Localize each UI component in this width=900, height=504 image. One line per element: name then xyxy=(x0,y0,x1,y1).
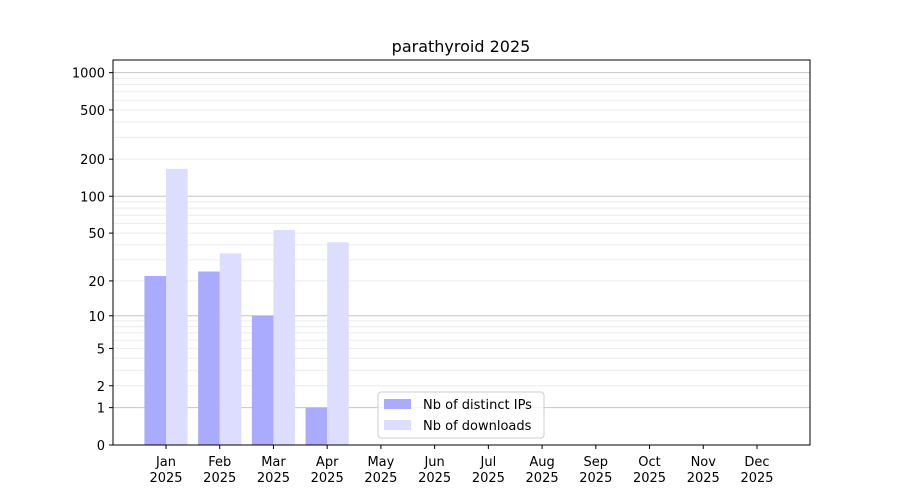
y-tick-label: 50 xyxy=(88,227,105,242)
y-tick-label: 1 xyxy=(97,402,105,417)
chart-title: parathyroid 2025 xyxy=(392,37,531,56)
bar-distinct-ips xyxy=(144,276,166,445)
x-tick-label: Sep 2025 xyxy=(579,455,612,486)
legend-label: Nb of downloads xyxy=(423,419,532,434)
x-tick-label: Jul 2025 xyxy=(472,455,505,486)
x-tick-label: Oct 2025 xyxy=(633,455,666,486)
legend-swatch xyxy=(384,399,411,409)
bar-downloads xyxy=(327,242,349,445)
y-tick-label: 0 xyxy=(97,439,105,454)
bar-distinct-ips xyxy=(251,315,274,445)
x-tick-label: Aug 2025 xyxy=(526,455,559,486)
y-tick-label: 2 xyxy=(97,380,105,395)
x-tick-label: Mar 2025 xyxy=(257,455,290,486)
bar-downloads xyxy=(273,230,296,445)
y-tick-label: 1000 xyxy=(72,67,105,82)
legend-label: Nb of distinct IPs xyxy=(423,398,532,413)
y-tick-label: 200 xyxy=(80,153,105,168)
y-tick-label: 5 xyxy=(97,342,105,357)
bar-downloads xyxy=(166,168,188,445)
x-tick-label: Jan 2025 xyxy=(149,455,182,486)
x-tick-label: Nov 2025 xyxy=(687,455,720,486)
y-tick-label: 500 xyxy=(80,104,105,119)
x-tick-label: Jun 2025 xyxy=(418,455,451,486)
y-tick-label: 20 xyxy=(88,275,105,290)
y-tick-label: 100 xyxy=(80,190,105,205)
legend-swatch xyxy=(384,420,411,430)
bar-downloads xyxy=(219,253,242,445)
x-tick-label: May 2025 xyxy=(364,455,397,486)
x-tick-label: Apr 2025 xyxy=(311,455,344,486)
y-tick-label: 10 xyxy=(88,310,105,325)
legend: Nb of distinct IPs Nb of downloads xyxy=(377,391,545,439)
x-tick-label: Dec 2025 xyxy=(740,455,773,486)
bar-distinct-ips xyxy=(198,271,220,445)
legend-box xyxy=(377,391,545,439)
x-tick-label: Feb 2025 xyxy=(203,455,236,486)
plot-frame xyxy=(112,59,811,446)
bar-distinct-ips xyxy=(305,407,328,445)
